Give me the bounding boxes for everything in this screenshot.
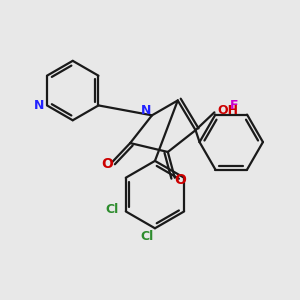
Text: N: N <box>34 99 44 112</box>
Text: O: O <box>174 173 186 187</box>
Text: Cl: Cl <box>105 203 119 216</box>
Text: O: O <box>101 157 113 171</box>
Text: OH: OH <box>218 104 239 117</box>
Text: N: N <box>141 104 151 117</box>
Text: Cl: Cl <box>140 230 154 243</box>
Text: F: F <box>230 99 238 112</box>
